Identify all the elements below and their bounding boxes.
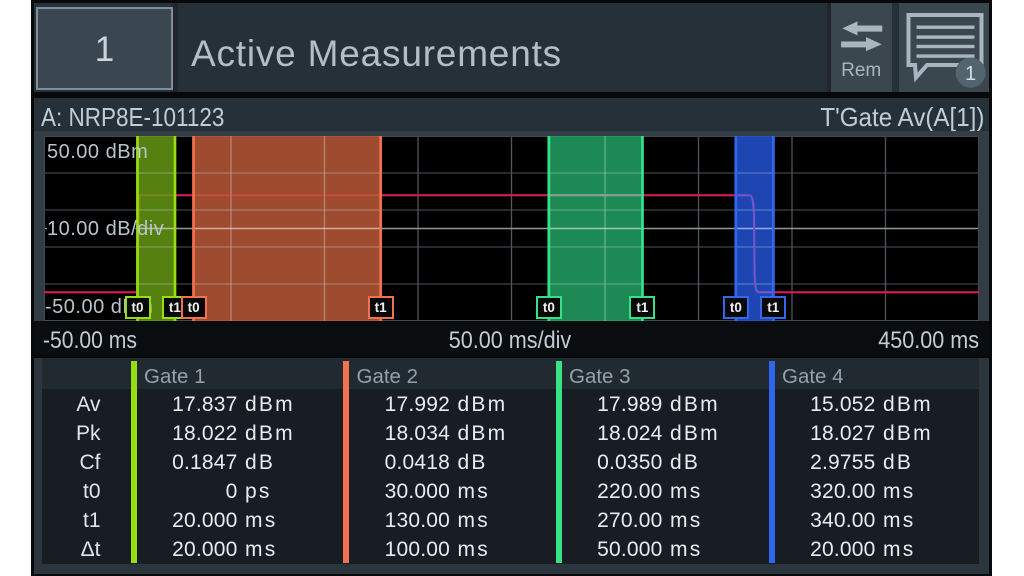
svg-text:1: 1 [965, 63, 976, 85]
svg-text:Rem: Rem [841, 60, 881, 81]
